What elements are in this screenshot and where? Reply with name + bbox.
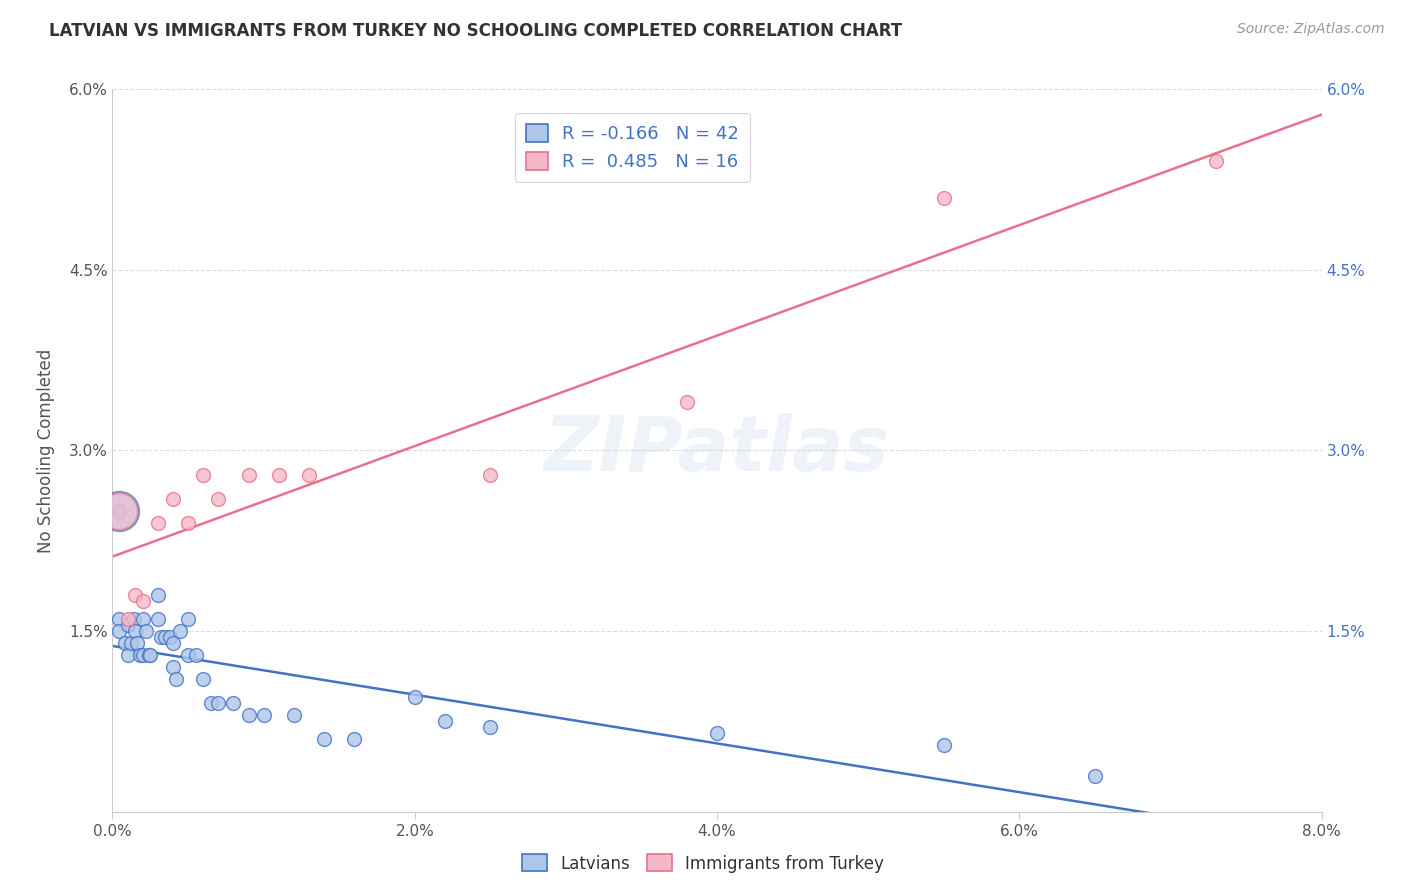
Point	[138, 648, 160, 662]
Point	[162, 636, 184, 650]
Point	[932, 739, 955, 753]
Point	[238, 708, 260, 723]
Point	[191, 467, 215, 482]
Point	[200, 696, 222, 710]
Point	[312, 732, 335, 747]
Point	[117, 612, 139, 626]
Point	[139, 648, 162, 662]
Point	[1084, 769, 1107, 783]
Point	[159, 630, 181, 644]
Point	[932, 191, 955, 205]
Point	[124, 588, 146, 602]
Point	[343, 732, 366, 747]
Point	[169, 624, 191, 639]
Point	[253, 708, 276, 723]
Point	[107, 612, 129, 626]
Point	[146, 516, 169, 530]
Point	[107, 503, 129, 517]
Point	[132, 594, 155, 608]
Point	[675, 395, 697, 409]
Point	[125, 636, 148, 650]
Point	[155, 630, 177, 644]
Point	[132, 648, 155, 662]
Point	[222, 696, 245, 710]
Point	[162, 491, 184, 506]
Point	[107, 503, 129, 517]
Text: LATVIAN VS IMMIGRANTS FROM TURKEY NO SCHOOLING COMPLETED CORRELATION CHART: LATVIAN VS IMMIGRANTS FROM TURKEY NO SCH…	[49, 22, 903, 40]
Point	[1205, 154, 1227, 169]
Point	[107, 503, 129, 517]
Point	[177, 516, 200, 530]
Point	[124, 624, 146, 639]
Point	[706, 726, 728, 740]
Point	[191, 673, 215, 687]
Point	[479, 721, 502, 735]
Legend: Latvians, Immigrants from Turkey: Latvians, Immigrants from Turkey	[516, 847, 890, 880]
Point	[117, 618, 139, 632]
Point	[135, 624, 157, 639]
Point	[207, 696, 229, 710]
Point	[149, 630, 172, 644]
Point	[146, 612, 169, 626]
Point	[177, 648, 200, 662]
Point	[107, 624, 129, 639]
Point	[433, 714, 456, 729]
Point	[120, 636, 142, 650]
Point	[165, 673, 187, 687]
Point	[117, 648, 139, 662]
Y-axis label: No Schooling Completed: No Schooling Completed	[37, 349, 55, 552]
Point	[184, 648, 207, 662]
Point	[128, 648, 150, 662]
Point	[114, 636, 136, 650]
Point	[479, 467, 502, 482]
Point	[283, 708, 305, 723]
Point	[238, 467, 260, 482]
Point	[177, 612, 200, 626]
Point	[298, 467, 321, 482]
Point	[162, 660, 184, 674]
Point	[207, 491, 229, 506]
Text: Source: ZipAtlas.com: Source: ZipAtlas.com	[1237, 22, 1385, 37]
Point	[146, 588, 169, 602]
Point	[267, 467, 290, 482]
Point	[404, 690, 426, 705]
Text: ZIPatlas: ZIPatlas	[544, 414, 890, 487]
Point	[132, 612, 155, 626]
Legend: R = -0.166   N = 42, R =  0.485   N = 16: R = -0.166 N = 42, R = 0.485 N = 16	[515, 112, 749, 182]
Point	[122, 612, 145, 626]
